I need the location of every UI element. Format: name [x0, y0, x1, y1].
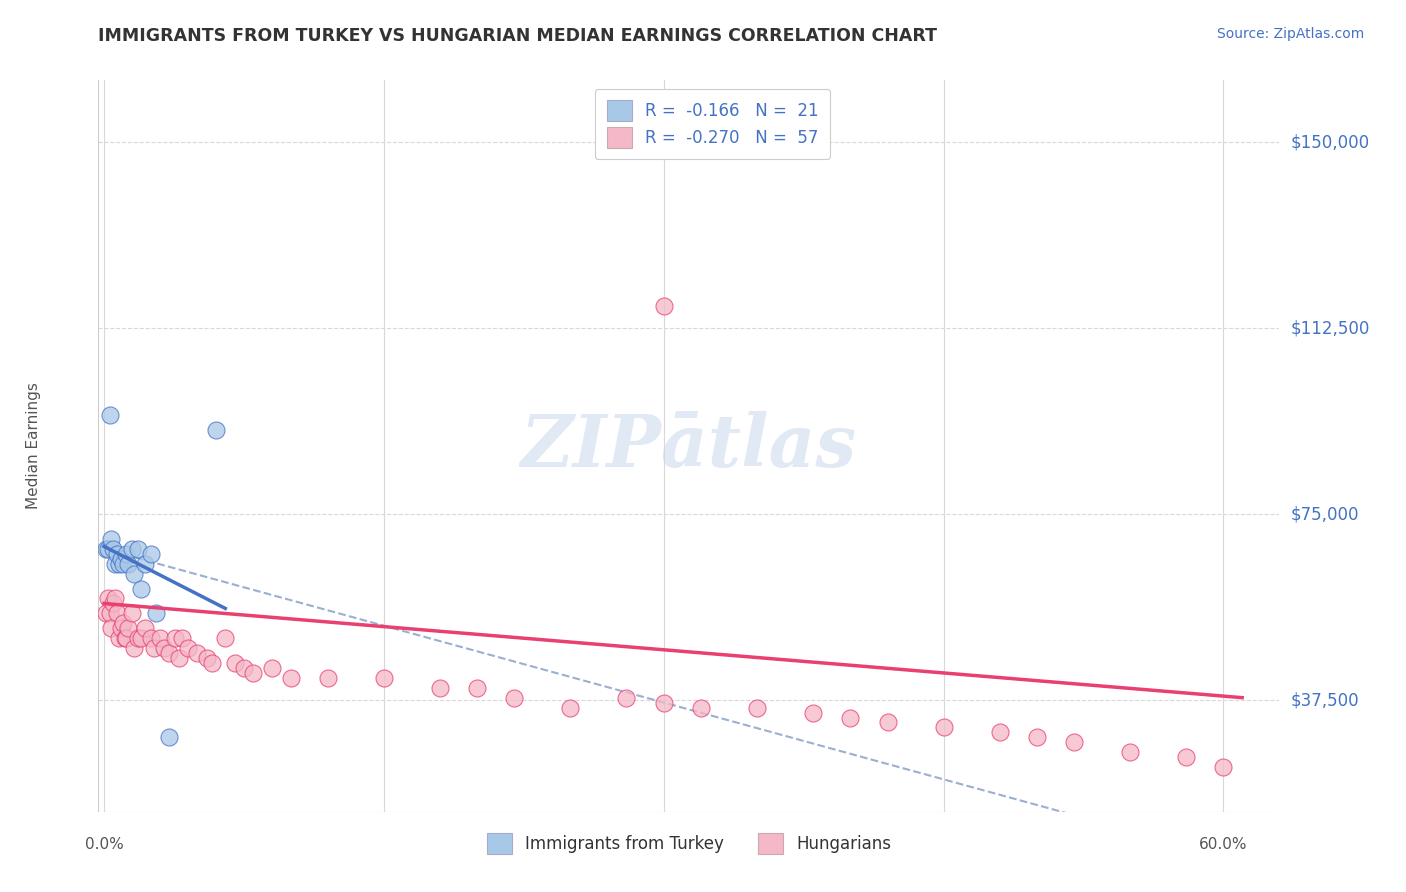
Point	[139, 547, 162, 561]
Point	[149, 631, 172, 645]
Point	[839, 710, 862, 724]
Point	[121, 607, 143, 621]
Point	[195, 651, 218, 665]
Point	[503, 690, 526, 705]
Text: Source: ZipAtlas.com: Source: ZipAtlas.com	[1216, 27, 1364, 41]
Point	[103, 541, 125, 556]
Point	[103, 597, 125, 611]
Point	[114, 631, 136, 645]
Point	[652, 299, 675, 313]
Point	[115, 547, 138, 561]
Text: $150,000: $150,000	[1291, 133, 1369, 152]
Point	[429, 681, 451, 695]
Point	[127, 541, 149, 556]
Point	[122, 566, 145, 581]
Point	[94, 607, 117, 621]
Point	[97, 591, 120, 606]
Point	[157, 646, 180, 660]
Point	[1175, 750, 1198, 764]
Point	[105, 547, 128, 561]
Point	[1119, 745, 1142, 759]
Point	[143, 641, 166, 656]
Point	[157, 731, 180, 745]
Point	[280, 671, 302, 685]
Point	[1025, 731, 1047, 745]
Point	[1212, 760, 1234, 774]
Point	[110, 551, 132, 566]
Point	[134, 557, 156, 571]
Point	[108, 631, 131, 645]
Point	[465, 681, 488, 695]
Text: Median Earnings: Median Earnings	[25, 383, 41, 509]
Point	[242, 665, 264, 680]
Point	[110, 621, 132, 635]
Point	[117, 557, 139, 571]
Point	[105, 607, 128, 621]
Point	[876, 715, 898, 730]
Point	[131, 631, 153, 645]
Point	[134, 621, 156, 635]
Point	[115, 631, 138, 645]
Point	[205, 423, 228, 437]
Point	[122, 641, 145, 656]
Point	[316, 671, 339, 685]
Point	[186, 646, 208, 660]
Point	[152, 641, 174, 656]
Point	[616, 690, 638, 705]
Point	[98, 408, 121, 422]
Point	[97, 541, 120, 556]
Point	[560, 700, 582, 714]
Point	[145, 607, 167, 621]
Point	[1063, 735, 1085, 749]
Point	[94, 541, 117, 556]
Point	[201, 656, 224, 670]
Text: $112,500: $112,500	[1291, 319, 1369, 337]
Point	[224, 656, 246, 670]
Point	[932, 720, 955, 734]
Text: 0.0%: 0.0%	[84, 837, 124, 852]
Point	[177, 641, 200, 656]
Point	[139, 631, 162, 645]
Point	[104, 591, 127, 606]
Point	[652, 696, 675, 710]
Point	[111, 616, 134, 631]
Point	[108, 557, 131, 571]
Text: IMMIGRANTS FROM TURKEY VS HUNGARIAN MEDIAN EARNINGS CORRELATION CHART: IMMIGRANTS FROM TURKEY VS HUNGARIAN MEDI…	[98, 27, 938, 45]
Text: $75,000: $75,000	[1291, 505, 1360, 524]
Point	[121, 541, 143, 556]
Point	[117, 621, 139, 635]
Point	[98, 607, 121, 621]
Point	[745, 700, 768, 714]
Point	[690, 700, 713, 714]
Point	[172, 631, 194, 645]
Point	[111, 557, 134, 571]
Legend: Immigrants from Turkey, Hungarians: Immigrants from Turkey, Hungarians	[478, 825, 900, 862]
Text: 60.0%: 60.0%	[1199, 837, 1247, 852]
Point	[260, 661, 283, 675]
Point	[100, 621, 122, 635]
Point	[214, 631, 236, 645]
Point	[233, 661, 256, 675]
Point	[167, 651, 190, 665]
Point	[100, 532, 122, 546]
Point	[801, 706, 824, 720]
Point	[131, 582, 153, 596]
Text: $37,500: $37,500	[1291, 691, 1360, 709]
Point	[163, 631, 186, 645]
Point	[373, 671, 395, 685]
Point	[104, 557, 127, 571]
Point	[988, 725, 1011, 739]
Point	[127, 631, 149, 645]
Text: ZIPātlas: ZIPātlas	[520, 410, 858, 482]
